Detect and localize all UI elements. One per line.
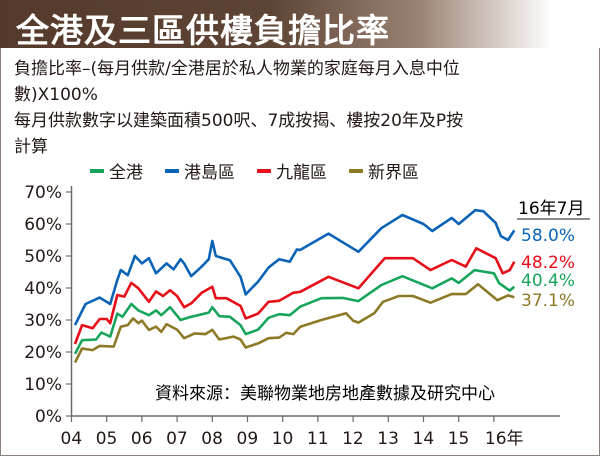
end-value-kowloon: 48.2% (521, 253, 575, 273)
description-line: 計算 (14, 137, 48, 157)
series-line-全港 (73, 268, 516, 355)
x-tick-label: 09 (237, 429, 259, 449)
y-tick-label: 50% (24, 247, 62, 267)
end-value-hk-island: 58.0% (521, 226, 575, 246)
y-tick-label: 10% (24, 375, 62, 395)
x-tick-label: 08 (201, 429, 223, 449)
x-tick-label: 10 (272, 429, 294, 449)
description-line: 數)X100% (14, 85, 98, 105)
legend-label: 全港 (109, 163, 143, 183)
y-tick-label: 20% (24, 343, 62, 363)
y-tick-label: 0% (35, 407, 62, 427)
legend-swatch (257, 168, 271, 173)
source-note: 資料來源：美聯物業地房地產數據及研究中心 (155, 384, 495, 404)
description-line: 每月供款數字以建築面積500呎、7成按揭、樓按20年及P按 (14, 111, 464, 131)
x-tick-label: 16年 (485, 429, 524, 449)
x-tick-label: 07 (166, 429, 188, 449)
legend-label: 港島區 (184, 163, 235, 183)
legend-item: 新界區 (349, 158, 419, 183)
x-tick-label: 13 (377, 429, 399, 449)
x-tick-label: 11 (307, 429, 329, 449)
x-tick-label: 06 (131, 429, 153, 449)
title-bar: 全港及三區供樓負擔比率 (0, 0, 600, 50)
end-value-nt: 37.1% (521, 291, 575, 311)
description-line: 負擔比率–(每月供款/全港居於私人物業的家庭每月入息中位 (14, 59, 460, 79)
end-label-title: 16年7月 (518, 199, 584, 219)
legend-swatch (90, 168, 104, 173)
y-tick-label: 60% (24, 215, 62, 235)
x-tick-label: 15 (448, 429, 470, 449)
series-line-新界區 (73, 282, 515, 364)
x-tick-label: 04 (61, 429, 83, 449)
y-tick-label: 70% (24, 183, 62, 203)
x-tick-label: 12 (342, 429, 364, 449)
legend-swatch (349, 168, 363, 173)
legend-label: 新界區 (368, 163, 419, 183)
description: 負擔比率–(每月供款/全港居於私人物業的家庭每月入息中位 數)X100% 每月供… (14, 56, 594, 160)
chart-title: 全港及三區供樓負擔比率 (16, 11, 390, 50)
legend-item: 全港 (90, 158, 143, 183)
legend-item: 九龍區 (257, 158, 327, 183)
legend-item: 港島區 (165, 158, 235, 183)
legend-swatch (165, 168, 179, 173)
y-tick-label: 30% (24, 311, 62, 331)
end-value-all: 40.4% (521, 271, 575, 291)
x-tick-label: 05 (96, 429, 118, 449)
legend: 全港 港島區 九龍區 新界區 (90, 158, 419, 183)
x-tick-label: 14 (413, 429, 435, 449)
series-line-港島區 (73, 208, 516, 326)
legend-label: 九龍區 (276, 163, 327, 183)
y-tick-label: 40% (24, 279, 62, 299)
series-line-九龍區 (73, 247, 516, 345)
